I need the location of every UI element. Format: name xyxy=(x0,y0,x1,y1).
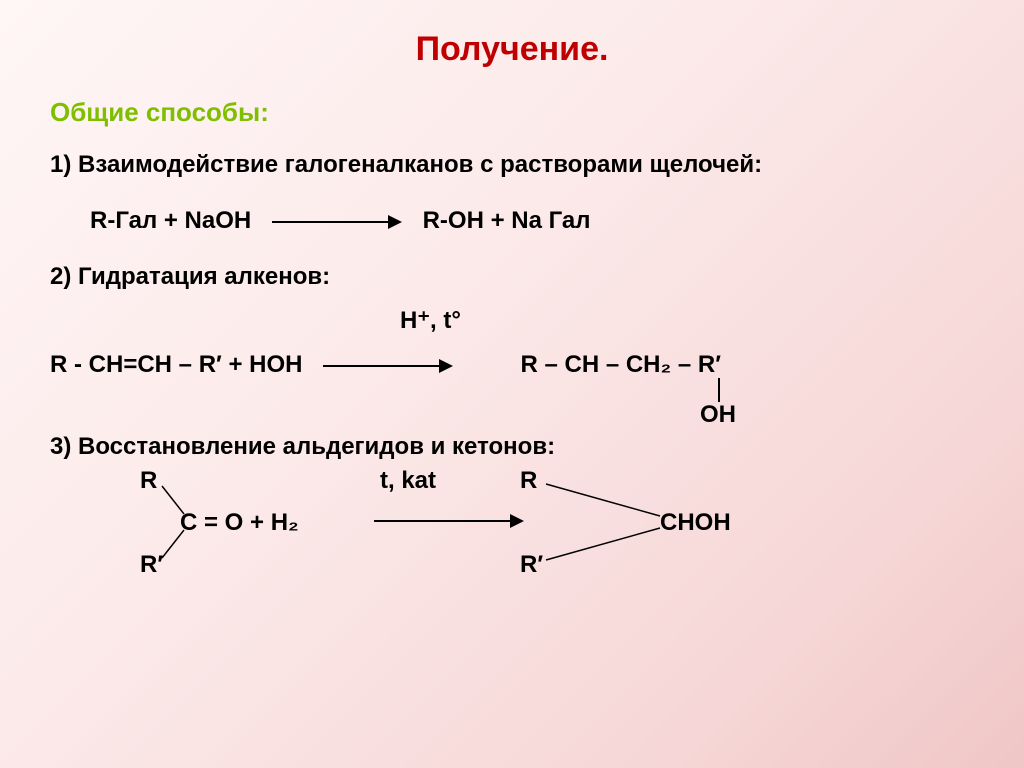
slide: Получение. Общие способы: 1) Взаимодейст… xyxy=(0,0,1024,768)
s1-lhs: R-Гал + NaOH xyxy=(90,207,251,234)
section-1-heading: 1) Взаимодействие галогеналканов с раств… xyxy=(50,150,974,180)
arrow-icon xyxy=(323,359,453,373)
bond-line xyxy=(718,378,720,402)
section-3-reaction: R C = O + H₂ R′ t, kat R CHOH R′ xyxy=(50,462,974,582)
bond-lines-left xyxy=(148,468,218,578)
s2-rhs-top: R – CH – CH₂ – R′ xyxy=(520,351,720,378)
bond-lines-right xyxy=(530,468,690,578)
subtitle: Общие способы: xyxy=(50,97,974,128)
s2-conditions: H⁺, t° xyxy=(50,306,974,336)
arrow-icon xyxy=(374,514,524,528)
section-2-heading: 2) Гидратация алкенов: xyxy=(50,262,974,292)
section-1-reaction: R-Гал + NaOH R-OH + Na Гал xyxy=(50,206,974,236)
arrow-icon xyxy=(272,215,402,229)
s2-rhs-oh: OH xyxy=(700,400,736,430)
s3-conditions: t, kat xyxy=(380,466,436,496)
page-title: Получение. xyxy=(50,30,974,69)
section-3-heading: 3) Восстановление альдегидов и кетонов: xyxy=(50,432,974,462)
s2-lhs: R - CH=CH – R′ + HOH xyxy=(50,351,302,378)
section-2-reaction: R - CH=CH – R′ + HOH R – CH – CH₂ – R′ xyxy=(50,350,974,380)
s1-rhs: R-OH + Na Гал xyxy=(423,207,591,234)
